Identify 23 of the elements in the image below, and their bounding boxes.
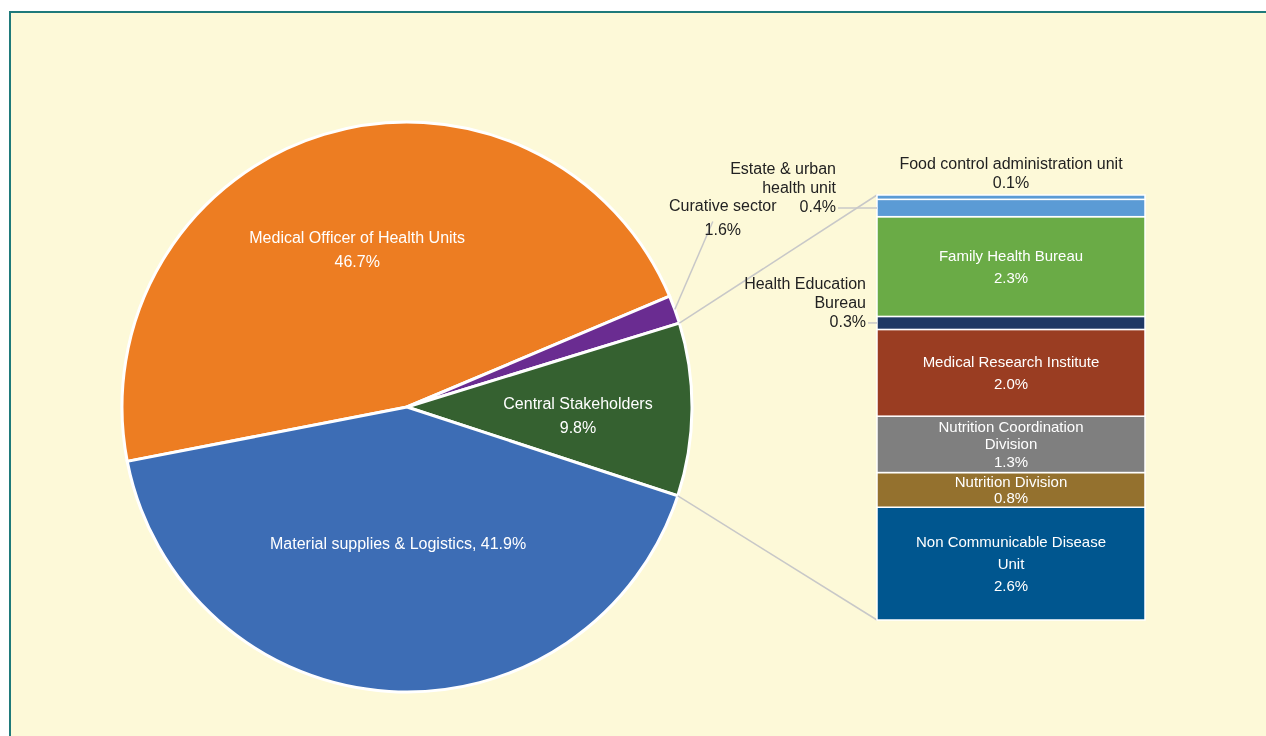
data-label: 0.1% bbox=[992, 174, 1030, 191]
series-label: Medical Research Institute bbox=[922, 352, 1100, 370]
series-label: Non Communicable Disease Unit bbox=[915, 532, 1107, 572]
data-label: 0.3% bbox=[829, 313, 866, 330]
data-label: 1.3% bbox=[993, 452, 1029, 470]
slice-label: Material supplies & Logistics, 41.9% bbox=[270, 535, 527, 553]
slice-label: Medical Officer of Health Units bbox=[249, 229, 466, 247]
data-label: 46.7% bbox=[334, 253, 380, 271]
data-label: 2.0% bbox=[993, 374, 1029, 392]
data-label: 0.4% bbox=[799, 198, 836, 215]
data-label: 0.8% bbox=[993, 488, 1029, 506]
data-label: 1.6% bbox=[704, 220, 742, 238]
series-label: Food control administration unit bbox=[899, 155, 1124, 172]
text: Estate & urban health unit bbox=[730, 160, 837, 196]
series-label: Nutrition Division bbox=[954, 473, 1068, 491]
series-label: Family Health Bureau bbox=[938, 246, 1084, 264]
slice-label: Curative sector bbox=[669, 196, 778, 214]
data-label: 9.8% bbox=[559, 418, 597, 436]
series-label: Health Education Bureau bbox=[744, 275, 866, 311]
series-label: Nutrition Coordination Division bbox=[938, 417, 1084, 453]
data-label: 2.6% bbox=[993, 576, 1029, 594]
data-label: 2.3% bbox=[993, 268, 1029, 286]
slice-label: Central Stakeholders bbox=[503, 394, 653, 412]
